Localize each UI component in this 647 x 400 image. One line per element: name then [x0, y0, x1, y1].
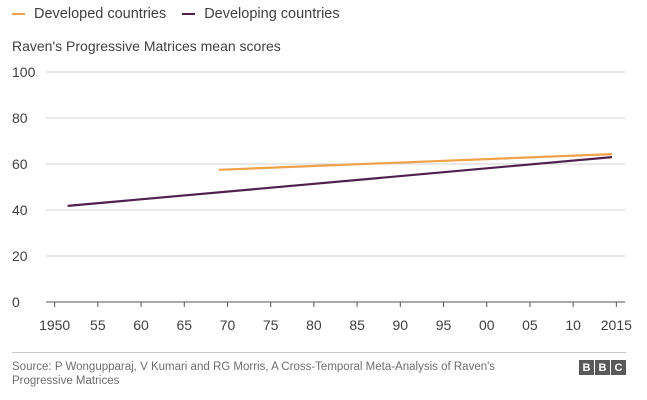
- x-tick-label: 10: [565, 317, 581, 333]
- legend-swatch-developed: [12, 13, 25, 15]
- x-tick-label: 55: [90, 317, 106, 333]
- legend-swatch-developing: [182, 13, 196, 15]
- x-tick-label: 70: [220, 317, 236, 333]
- footer-divider: [12, 352, 626, 353]
- series-line-developed: [218, 153, 613, 171]
- x-tick-label: 2015: [601, 317, 632, 333]
- y-tick-label: 0: [12, 294, 20, 310]
- legend-item-developed: Developed countries: [12, 6, 166, 22]
- legend-label-developed: Developed countries: [34, 6, 167, 22]
- x-tick-label: 75: [263, 317, 279, 333]
- x-tick-label: 60: [133, 317, 149, 333]
- legend: Developed countries Developing countries: [12, 4, 356, 24]
- y-tick-label: 100: [12, 64, 36, 80]
- y-axis-title: Raven's Progressive Matrices mean scores: [12, 38, 281, 54]
- y-tick-label: 40: [12, 202, 28, 218]
- x-tick-label: 65: [176, 317, 192, 333]
- x-tick-label: 95: [436, 317, 452, 333]
- y-tick-label: 80: [12, 110, 28, 126]
- legend-item-developing: Developing countries: [182, 6, 340, 22]
- x-tick-label: 00: [479, 317, 495, 333]
- bbc-logo-letter: C: [611, 360, 626, 375]
- source-note: Source: P Wongupparaj, V Kumari and RG M…: [12, 361, 496, 387]
- bbc-logo-letter: B: [579, 360, 594, 375]
- legend-label-developing: Developing countries: [204, 6, 340, 22]
- x-tick-label: 05: [522, 317, 538, 333]
- bbc-logo-letter: B: [595, 360, 610, 375]
- series-line-developing: [67, 156, 613, 207]
- x-tick-label: 85: [349, 317, 365, 333]
- x-tick-label: 80: [306, 317, 322, 333]
- x-tick-label: 1950: [39, 317, 70, 333]
- y-tick-label: 20: [12, 248, 28, 264]
- x-tick-label: 90: [393, 317, 409, 333]
- bbc-logo: B B C: [578, 360, 626, 375]
- y-tick-label: 60: [12, 156, 28, 172]
